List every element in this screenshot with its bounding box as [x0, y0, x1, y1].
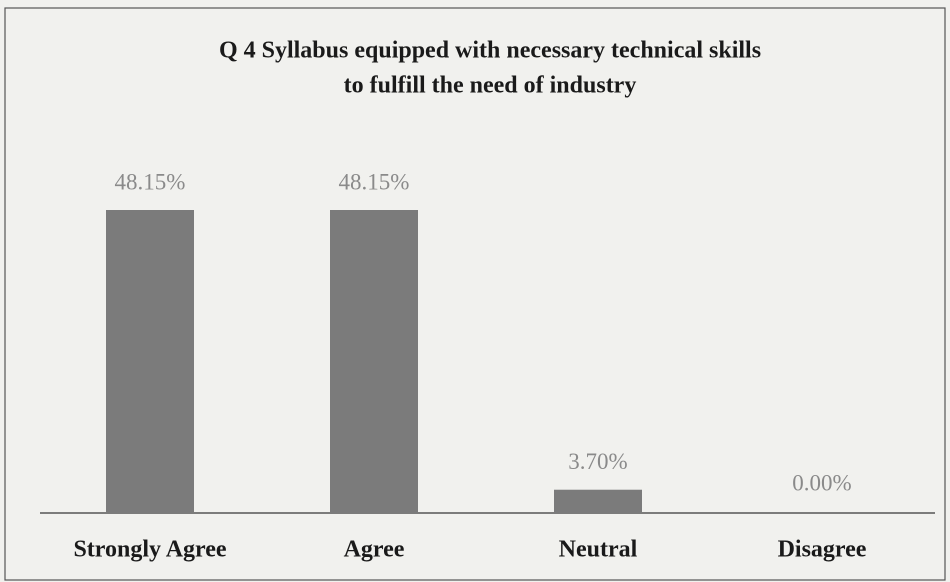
chart-frame [4, 7, 946, 581]
x-tick-label: Neutral [559, 537, 638, 563]
value-label: 3.70% [568, 449, 627, 474]
value-label: 48.15% [115, 169, 186, 194]
x-tick-label: Agree [344, 537, 405, 563]
x-tick-label: Strongly Agree [73, 537, 226, 563]
bar [106, 210, 194, 513]
chart-title: Q 4 Syllabus equipped with necessary tec… [219, 38, 761, 64]
value-label: 0.00% [792, 470, 851, 495]
bar [330, 210, 418, 513]
bar [554, 489, 642, 513]
x-tick-label: Disagree [778, 537, 867, 563]
value-label: 48.15% [339, 169, 410, 194]
chart-title: to fulfill the need of industry [344, 73, 637, 99]
